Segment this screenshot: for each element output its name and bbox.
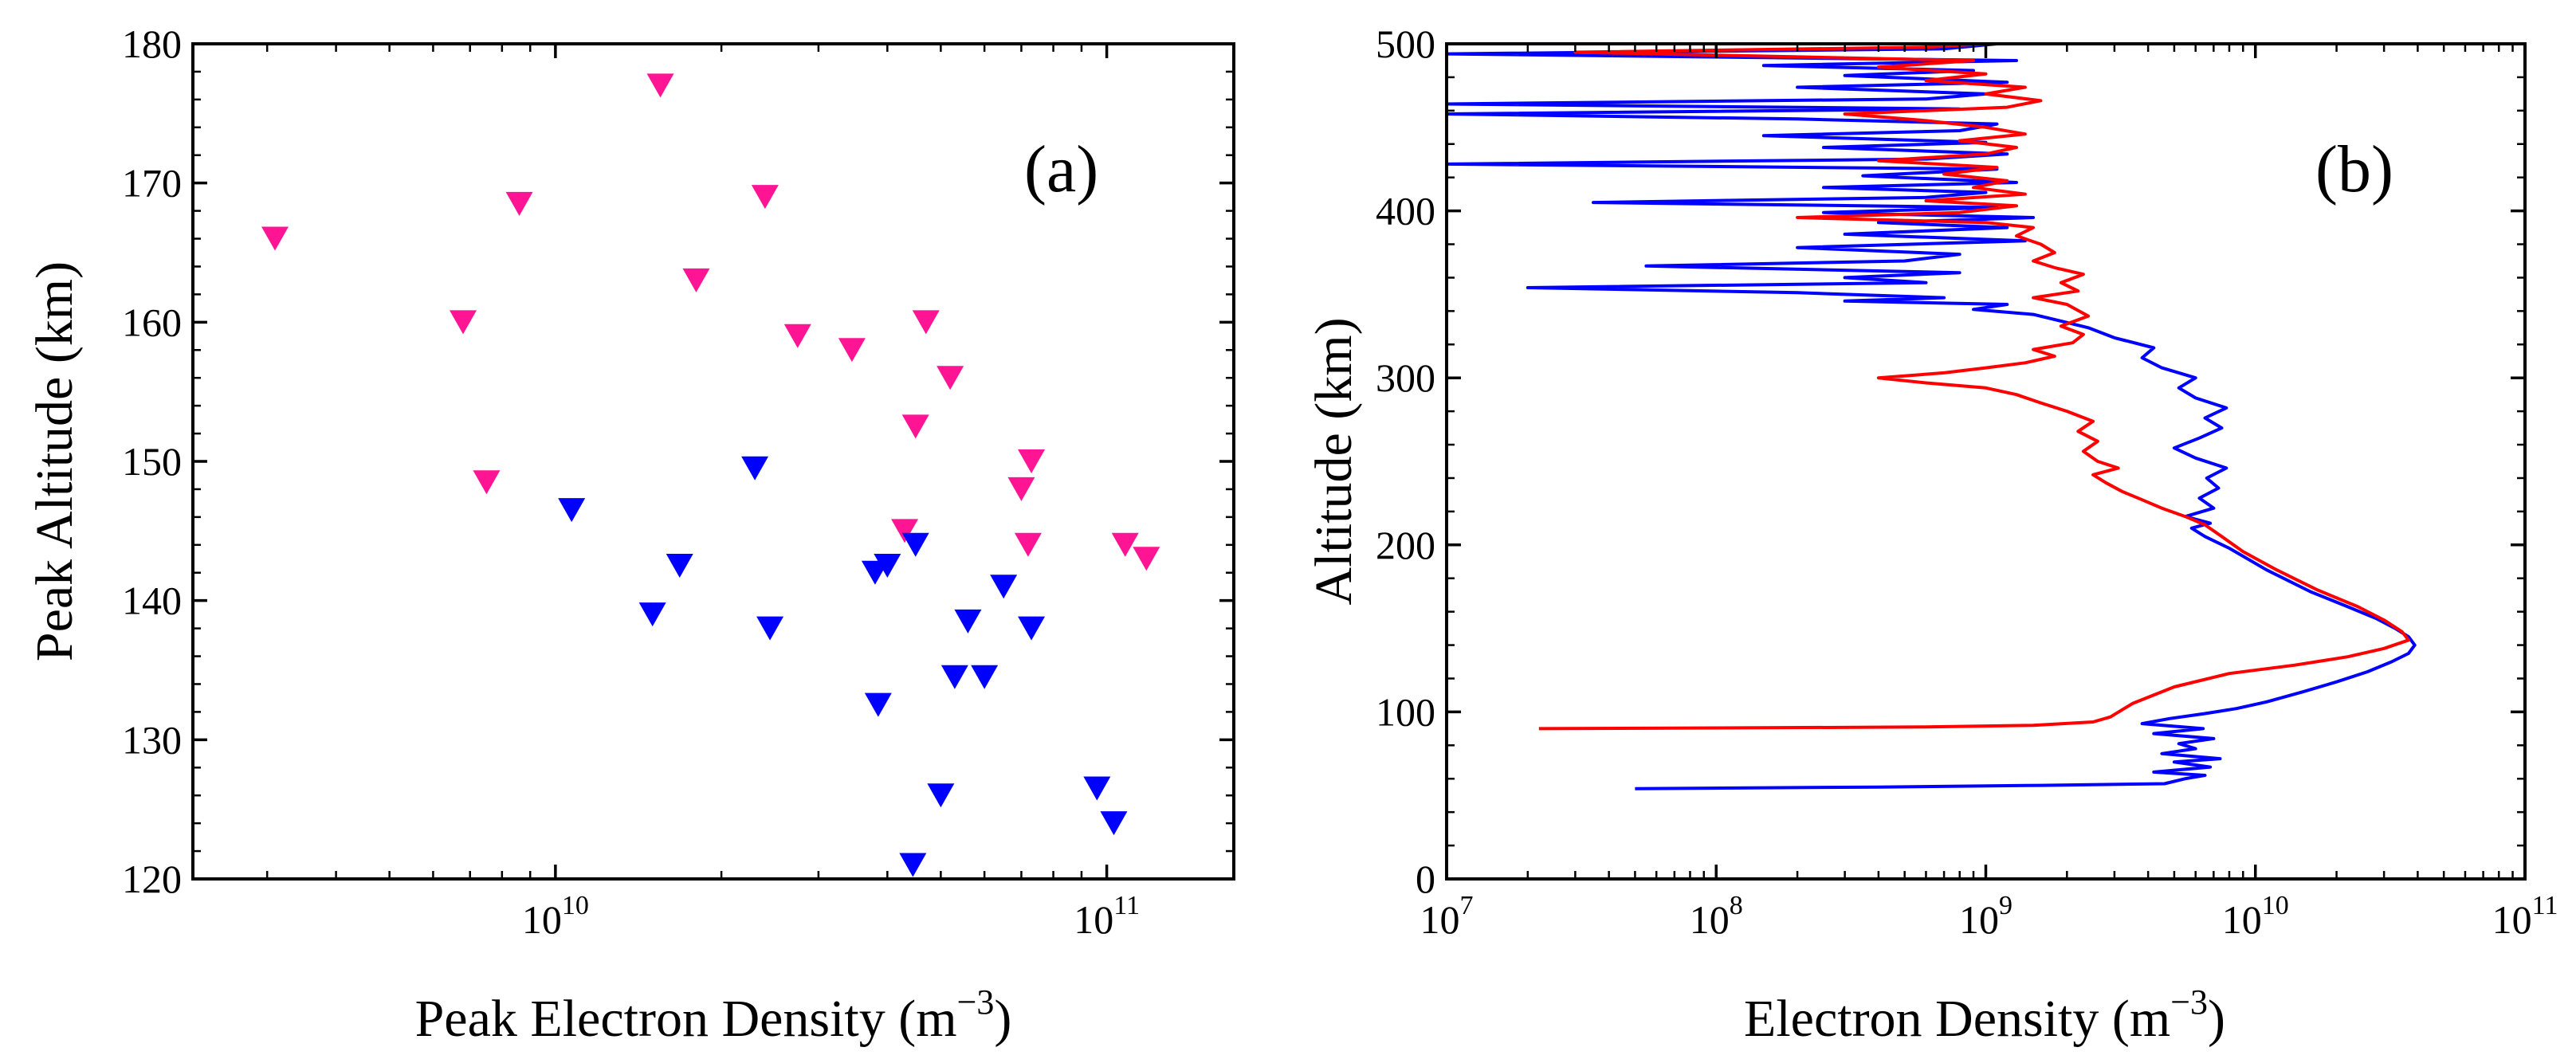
- panel-a-x-tick-label-exponent: 10: [562, 891, 589, 920]
- panel-a-marker-pink: [912, 310, 940, 335]
- panel-b-x-tick-label-exponent: 10: [2262, 891, 2289, 920]
- panel-b-y-tick-label: 400: [1376, 189, 1435, 233]
- panel-a-marker-blue: [756, 616, 784, 641]
- panel-b-y-tick-label: 0: [1416, 857, 1435, 901]
- panel-a-marker-blue: [666, 554, 693, 578]
- panel-a-y-tick-label: 180: [122, 22, 182, 66]
- panel-a-marker-pink: [505, 191, 533, 216]
- panel-b-x-axis-title: Electron Density (m−3): [1744, 983, 2225, 1048]
- panel-b-x-tick-label: 1010: [2222, 891, 2289, 942]
- panel-b-series-line-blue: [1445, 42, 2417, 790]
- panel-b-x-tick-label: 108: [1690, 891, 1743, 942]
- panel-a-y-tick-label: 120: [122, 857, 182, 901]
- panel-a-marker-pink: [1133, 547, 1160, 571]
- panel-a-marker-blue: [558, 498, 586, 523]
- panel-b-x-axis-title-exponent: −3: [2170, 983, 2208, 1022]
- panel-a-marker-blue: [954, 609, 982, 633]
- panel-b-label: (b): [2315, 132, 2393, 206]
- panel-b-x-tick-label-base: 10: [2492, 897, 2532, 942]
- panel-b-x-tick-label-base: 10: [1959, 897, 1999, 942]
- panel-a-marker-pink: [937, 366, 964, 390]
- panel-b-x-tick-label: 1011: [2492, 891, 2558, 942]
- panel-a-y-tick-label: 160: [122, 300, 182, 344]
- panel-b-x-tick-label-exponent: 9: [1999, 891, 2012, 920]
- panel-a-y-tick-label: 150: [122, 439, 182, 484]
- panel-a-marker-blue: [864, 692, 892, 717]
- panel-a-marker-blue: [1018, 616, 1046, 641]
- panel-b-x-tick-label-base: 10: [2222, 897, 2262, 942]
- panel-b-y-tick-label: 500: [1376, 22, 1435, 66]
- panel-a-marker-pink: [751, 185, 779, 210]
- panel-a-marker-pink: [1014, 532, 1042, 557]
- panel-b-x-tick-label-exponent: 11: [2532, 891, 2558, 920]
- panel-a-marker-blue: [741, 456, 769, 481]
- panel-b-x-tick-label: 107: [1420, 891, 1474, 942]
- panel-a-marker-pink: [682, 268, 710, 292]
- panel-a-y-tick-label: 130: [122, 717, 182, 762]
- panel-a-marker-pink: [646, 73, 674, 98]
- panel-a-y-tick-label: 170: [122, 161, 182, 206]
- panel-b-x-tick-label: 109: [1959, 891, 2012, 942]
- panel-b-data-lines: [1445, 42, 2417, 790]
- panel-a-marker-pink: [783, 324, 811, 348]
- panel-b-y-tick-label: 100: [1376, 689, 1435, 734]
- panel-a-marker-pink: [473, 470, 501, 495]
- panel-a-marker-blue: [1100, 811, 1128, 836]
- panel-a-marker-pink: [261, 226, 289, 251]
- panel-a-marker-blue: [874, 554, 901, 578]
- panel-a-x-tick-label-base: 10: [522, 897, 562, 942]
- panel-b-x-tick-label-exponent: 8: [1730, 891, 1743, 920]
- panel-a-x-axis-title-suffix: ): [994, 990, 1011, 1048]
- panel-a-marker-pink: [891, 519, 919, 543]
- panel-a-y-tick-label: 140: [122, 579, 182, 623]
- panel-a-marker-blue: [940, 665, 968, 689]
- panel-a-x-tick-label-base: 10: [1074, 897, 1113, 942]
- panel-b-series-line-red: [1538, 42, 2410, 731]
- panel-a-frame: [191, 42, 1235, 881]
- panel-a-marker-pink: [1007, 477, 1035, 501]
- panel-a-y-axis-title: Peak Altitude (km): [26, 261, 84, 661]
- panel-a-x-axis-title: Peak Electron Density (m−3): [415, 983, 1012, 1048]
- panel-a-marker-blue: [899, 853, 927, 877]
- panel-a-marker-pink: [901, 414, 929, 439]
- panel-b-y-axis-title: Altitude (km): [1305, 317, 1363, 605]
- panel-a-x-axis-title-exponent: −3: [957, 983, 995, 1022]
- panel-a-x-tick-label-exponent: 11: [1113, 891, 1140, 920]
- panel-a-data-markers: [261, 73, 1160, 877]
- panel-b-x-tick-label-base: 10: [1690, 897, 1730, 942]
- panel-a-marker-pink: [838, 338, 866, 363]
- panel-b-x-tick-label-exponent: 7: [1460, 891, 1474, 920]
- panel-a-marker-blue: [927, 783, 955, 808]
- panel-a-x-tick-label: 1010: [522, 891, 589, 942]
- panel-a-marker-pink: [450, 310, 477, 335]
- panel-a-x-tick-label: 1011: [1074, 891, 1140, 942]
- panel-a-x-axis-title-main: Peak Electron Density (m: [415, 990, 957, 1048]
- panel-b-frame: [1445, 42, 2527, 881]
- panel-a-label: (a): [1024, 132, 1098, 206]
- panel-a-marker-pink: [1111, 532, 1139, 557]
- panel-b-x-axis-title-suffix: ): [2208, 990, 2225, 1048]
- panel-a-marker-blue: [901, 532, 929, 557]
- panel-b-x-axis-title-main: Electron Density (m: [1744, 990, 2170, 1048]
- panel-b-x-tick-label-base: 10: [1420, 897, 1460, 942]
- panel-a-marker-blue: [971, 665, 999, 689]
- panel-a-marker-blue: [1083, 776, 1111, 801]
- panel-b-y-tick-label: 200: [1376, 523, 1435, 567]
- panel-a-marker-blue: [638, 602, 666, 627]
- panel-a-marker-blue: [990, 575, 1018, 599]
- panel-a-marker-pink: [1018, 449, 1046, 473]
- panel-b-y-tick-label: 300: [1376, 355, 1435, 400]
